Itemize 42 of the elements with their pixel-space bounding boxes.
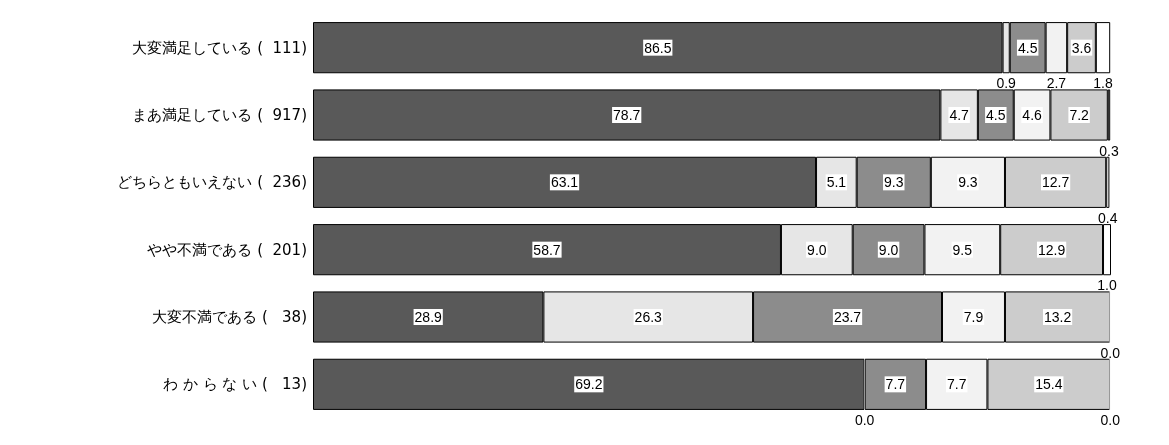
data-label: 5.1 xyxy=(826,174,847,191)
y-tick-label: わ か ら な い ( 13) xyxy=(163,375,307,394)
data-label: 4.6 xyxy=(1022,107,1043,123)
data-label: 78.7 xyxy=(613,107,641,123)
data-label: 28.9 xyxy=(414,309,443,325)
y-tick-label: やや不満である ( 201) xyxy=(147,240,307,259)
data-label: 58.7 xyxy=(533,241,561,258)
data-label: 0.0 xyxy=(1100,412,1121,429)
data-label: 7.7 xyxy=(947,376,967,393)
data-label: 4.5 xyxy=(1017,39,1038,56)
data-label: 3.6 xyxy=(1071,39,1092,56)
data-label: 7.9 xyxy=(963,309,984,325)
data-label: 4.5 xyxy=(986,107,1006,123)
data-label: 7.2 xyxy=(1069,107,1090,123)
data-label: 9.0 xyxy=(807,241,827,258)
data-label: 0.0 xyxy=(854,412,875,429)
data-label: 15.4 xyxy=(1035,376,1063,393)
data-label: 7.7 xyxy=(885,376,906,393)
data-label: 86.5 xyxy=(644,39,672,56)
data-label: 63.1 xyxy=(550,174,579,191)
y-tick-label: 大変満足している ( 111) xyxy=(132,38,307,57)
data-label: 2.7 xyxy=(1046,75,1067,92)
y-tick-label: どちらともいえない ( 236) xyxy=(117,173,307,192)
data-label: 9.5 xyxy=(952,241,973,258)
data-label: 12.7 xyxy=(1041,174,1070,191)
data-label: 23.7 xyxy=(833,309,862,325)
data-label: 0.3 xyxy=(1099,142,1119,159)
data-label: 0.0 xyxy=(1100,345,1121,362)
data-label: 0.9 xyxy=(996,75,1017,92)
data-label: 9.0 xyxy=(878,241,899,258)
data-label: 9.3 xyxy=(958,174,978,191)
data-label: 9.3 xyxy=(884,174,904,191)
data-label: 12.9 xyxy=(1037,241,1066,258)
y-tick-label: まあ満足している ( 917) xyxy=(132,106,307,124)
y-tick-label: 大変不満である ( 38) xyxy=(152,308,307,326)
data-label: 1.8 xyxy=(1093,75,1113,92)
data-label: 0.4 xyxy=(1098,209,1118,226)
data-label: 13.2 xyxy=(1043,309,1072,325)
data-label: 26.3 xyxy=(634,309,663,325)
data-label: 4.7 xyxy=(949,107,970,123)
data-label: 1.0 xyxy=(1097,277,1117,294)
data-label: 69.2 xyxy=(575,376,603,393)
